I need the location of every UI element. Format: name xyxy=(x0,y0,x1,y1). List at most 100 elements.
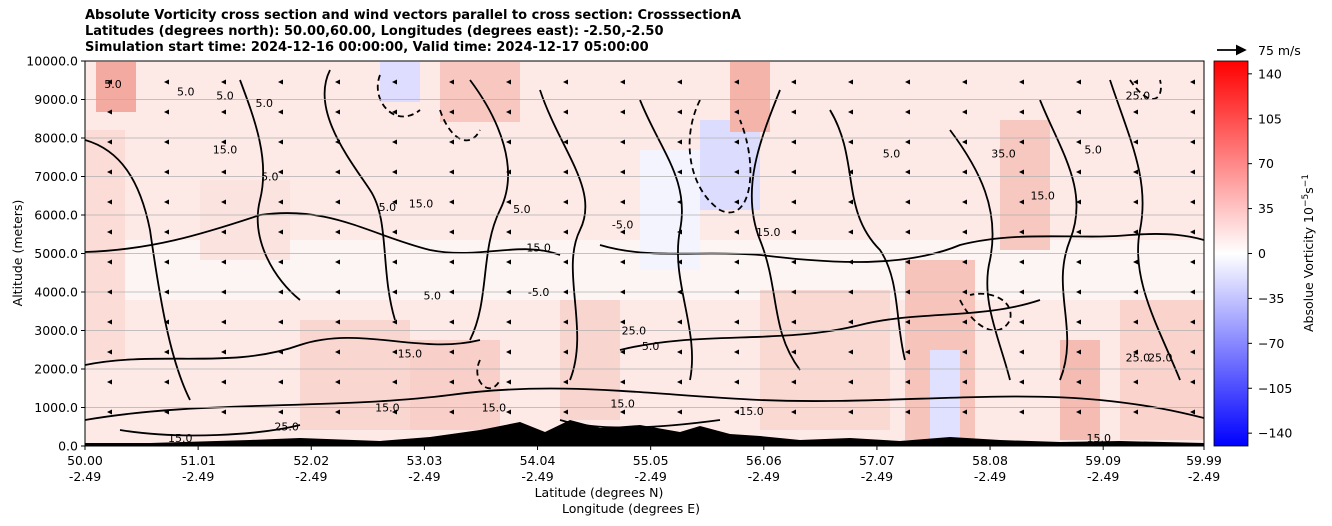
wind-vector xyxy=(107,139,112,145)
x-tick-label-lon: -2.49 xyxy=(634,469,666,484)
wind-vector xyxy=(734,319,739,325)
contour-label: 15.0 xyxy=(610,398,635,411)
wind-vector xyxy=(1019,349,1024,355)
wind-vector xyxy=(905,109,910,115)
wind-vector xyxy=(962,379,967,385)
wind-vector xyxy=(962,79,967,85)
wind-vector xyxy=(506,169,511,175)
wind-vector xyxy=(620,79,625,85)
wind-vector xyxy=(392,379,397,385)
wind-vector xyxy=(335,349,340,355)
wind-vector xyxy=(221,349,226,355)
x-tick-label-lat: 56.06 xyxy=(746,453,782,468)
wind-vector xyxy=(1076,349,1081,355)
colorbar-label-exp2: −1 xyxy=(1301,174,1311,187)
wind-vector xyxy=(563,229,568,235)
wind-vector xyxy=(563,379,568,385)
wind-vector xyxy=(905,409,910,415)
wind-vector xyxy=(335,379,340,385)
wind-vector xyxy=(563,289,568,295)
wind-vector xyxy=(1076,169,1081,175)
contour-labels: 5.0 5.0 15.0 5.0 5.0 5.0 5.0 15.0 5.0 15.0 15.0 15.… xyxy=(104,78,1172,445)
wind-vector xyxy=(1076,199,1081,205)
wind-vector xyxy=(734,289,739,295)
wind-vector xyxy=(392,79,397,85)
colorbar-tick-label: −70 xyxy=(1258,336,1284,351)
wind-vector xyxy=(734,259,739,265)
contour-label: 15.0 xyxy=(213,143,238,156)
contour-label: 5.0 xyxy=(379,201,397,214)
vorticity-contours xyxy=(85,69,1204,437)
wind-vector xyxy=(1190,199,1195,205)
colorbar-tick-label: 35 xyxy=(1258,201,1274,216)
y-tick-label: 0.0 xyxy=(58,439,78,454)
wind-vector xyxy=(677,409,682,415)
wind-vector xyxy=(962,229,967,235)
wind-vector xyxy=(677,289,682,295)
wind-vector xyxy=(164,379,169,385)
wind-vector xyxy=(221,169,226,175)
wind-vector xyxy=(164,259,169,265)
wind-vector xyxy=(335,79,340,85)
wind-vector xyxy=(734,139,739,145)
wind-vector xyxy=(392,139,397,145)
wind-vector xyxy=(734,379,739,385)
contour-label: 15.0 xyxy=(409,197,434,210)
wind-vector xyxy=(1133,229,1138,235)
wind-vector xyxy=(620,349,625,355)
wind-vector xyxy=(449,169,454,175)
wind-vector xyxy=(335,229,340,235)
wind-vector xyxy=(449,109,454,115)
wind-vector xyxy=(392,409,397,415)
wind-vector xyxy=(1190,379,1195,385)
wind-vector xyxy=(962,169,967,175)
wind-vector xyxy=(848,229,853,235)
wind-vector xyxy=(506,79,511,85)
wind-vector xyxy=(278,289,283,295)
wind-vector xyxy=(1133,409,1138,415)
wind-vector xyxy=(449,289,454,295)
wind-vector xyxy=(221,139,226,145)
wind-vector xyxy=(278,229,283,235)
wind-vector xyxy=(506,379,511,385)
wind-vector xyxy=(1133,169,1138,175)
wind-vector xyxy=(278,409,283,415)
y-tick-label: 5000.0 xyxy=(34,246,78,261)
contour-label: 5.0 xyxy=(255,97,273,110)
wind-vector xyxy=(506,199,511,205)
wind-vector xyxy=(1019,409,1024,415)
wind-vector xyxy=(107,109,112,115)
wind-vector xyxy=(848,409,853,415)
wind-vector xyxy=(677,259,682,265)
wind-vector xyxy=(221,109,226,115)
contour-label: 15.0 xyxy=(526,242,551,255)
wind-vector xyxy=(1190,349,1195,355)
wind-vector xyxy=(791,319,796,325)
wind-vector xyxy=(1076,319,1081,325)
wind-vector xyxy=(563,139,568,145)
contour-label: 5.0 xyxy=(423,290,441,303)
wind-vector xyxy=(1133,259,1138,265)
wind-vector xyxy=(1019,259,1024,265)
x-tick-label-lat: 58.08 xyxy=(972,453,1008,468)
wind-vector xyxy=(734,409,739,415)
wind-vector xyxy=(506,319,511,325)
colorbar-tick-label: −140 xyxy=(1258,426,1292,441)
wind-vector xyxy=(1076,379,1081,385)
contour-label: 5.0 xyxy=(642,340,660,353)
wind-vector xyxy=(677,109,682,115)
wind-vector xyxy=(848,349,853,355)
contour-label: 25.0 xyxy=(622,324,647,337)
wind-vector xyxy=(506,139,511,145)
wind-vector xyxy=(563,259,568,265)
wind-vector xyxy=(1076,259,1081,265)
wind-vector xyxy=(1019,199,1024,205)
x-tick-label-lon: -2.49 xyxy=(1087,469,1119,484)
wind-vector xyxy=(392,109,397,115)
wind-vector xyxy=(1019,79,1024,85)
contour-label: 25.0 xyxy=(1126,90,1151,103)
wind-vector xyxy=(677,229,682,235)
contour-label: 25.0 xyxy=(1126,351,1151,364)
wind-vector xyxy=(848,199,853,205)
